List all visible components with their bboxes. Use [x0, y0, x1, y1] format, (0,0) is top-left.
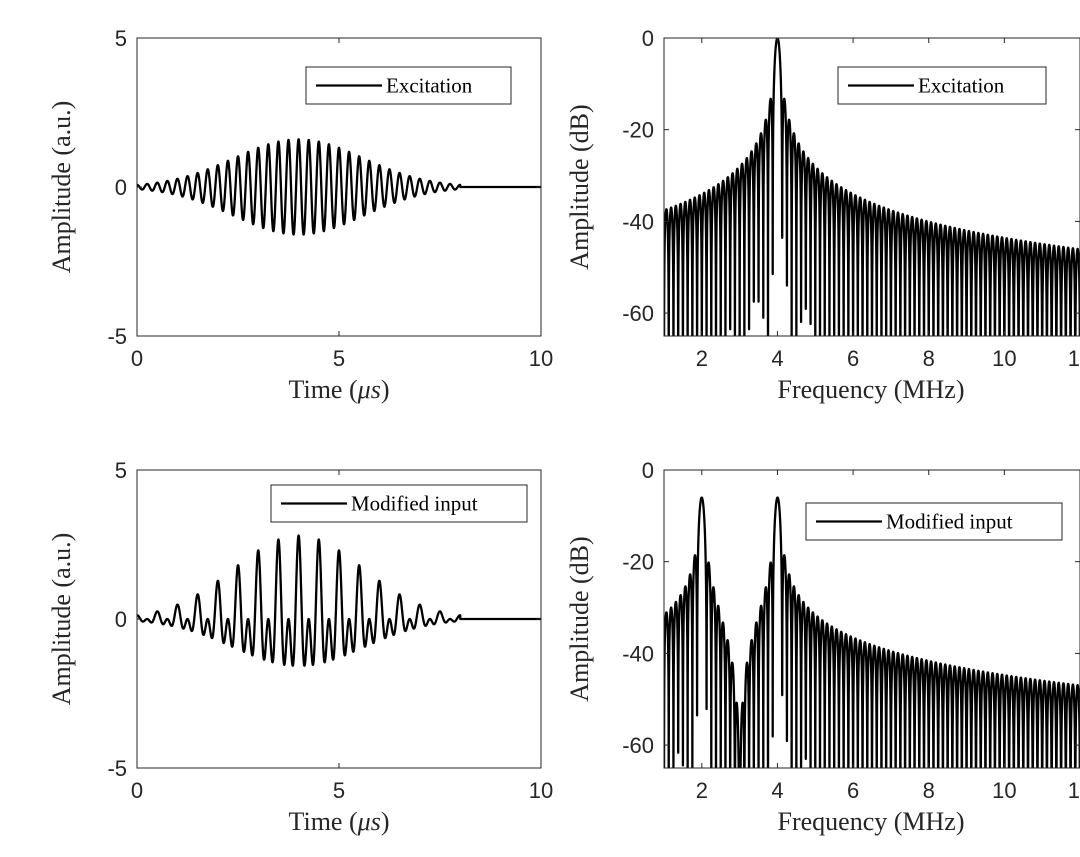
legend-entry: Excitation	[386, 74, 473, 98]
y-axis-label: Amplitude (a.u.)	[47, 533, 76, 706]
x-tick-label: 0	[131, 778, 143, 803]
legend: Excitation	[305, 66, 512, 105]
panel-bottom-right: 2 4 6 8 10 12 -60 -40 -20 0 Frequency (MHz) Amplitu…	[565, 458, 1080, 836]
y-tick-label: -20	[622, 118, 654, 143]
x-tick-label: 0	[131, 346, 143, 371]
legend-entry: Excitation	[918, 74, 1005, 98]
x-axis-label: Time (μs)	[289, 375, 390, 404]
y-tick-label: -5	[107, 324, 127, 349]
y-tick-label: -60	[622, 301, 654, 326]
x-tick-label: 12	[1068, 346, 1080, 371]
y-tick-label: 5	[115, 458, 127, 483]
y-tick-label: -60	[622, 733, 654, 758]
x-tick-label: 2	[696, 778, 708, 803]
x-tick-label: 12	[1068, 778, 1080, 803]
x-axis-label: Time (μs)	[289, 807, 390, 836]
y-tick-label: -20	[622, 550, 654, 575]
y-tick-label: 0	[115, 175, 127, 200]
y-tick-label: -40	[622, 641, 654, 666]
y-axis-label: Amplitude (dB)	[565, 536, 594, 701]
legend-entry: Modified input	[886, 510, 1013, 534]
x-tick-label: 10	[992, 778, 1016, 803]
x-tick-label: 10	[992, 346, 1016, 371]
x-tick-label: 4	[771, 346, 783, 371]
x-tick-label: 10	[529, 778, 553, 803]
x-axis-label: Frequency (MHz)	[778, 807, 965, 836]
panel-top-right: 2 4 6 8 10 12 -60 -40 -20 0 Frequency (MHz) Amplitu…	[565, 26, 1080, 404]
series-line-excitation	[137, 138, 541, 236]
y-axis-label: Amplitude (a.u.)	[47, 101, 76, 274]
series-line-modified-input	[664, 496, 1080, 768]
y-tick-label: -5	[107, 756, 127, 781]
x-tick-label: 6	[847, 778, 859, 803]
y-tick-label: -40	[622, 209, 654, 234]
y-tick-label: 0	[642, 26, 654, 51]
x-axis-label: Frequency (MHz)	[778, 375, 965, 404]
y-tick-label: 5	[115, 26, 127, 51]
legend: Modified input	[270, 484, 528, 523]
legend: Excitation	[837, 66, 1047, 105]
x-tick-label: 5	[333, 778, 345, 803]
x-tick-label: 10	[529, 346, 553, 371]
x-tick-label: 8	[923, 778, 935, 803]
x-tick-label: 2	[696, 346, 708, 371]
series-line-excitation	[664, 38, 1080, 336]
x-tick-label: 5	[333, 346, 345, 371]
x-tick-label: 4	[771, 778, 783, 803]
x-tick-label: 6	[847, 346, 859, 371]
axes-box	[663, 469, 1080, 769]
y-axis-label: Amplitude (dB)	[565, 104, 594, 269]
x-tick-label: 8	[923, 346, 935, 371]
axes-box	[663, 37, 1080, 337]
y-tick-label: 0	[115, 607, 127, 632]
series-line-modified-input	[137, 534, 541, 667]
legend-entry: Modified input	[351, 492, 478, 516]
y-tick-label: 0	[642, 458, 654, 483]
legend: Modified input	[805, 502, 1063, 541]
